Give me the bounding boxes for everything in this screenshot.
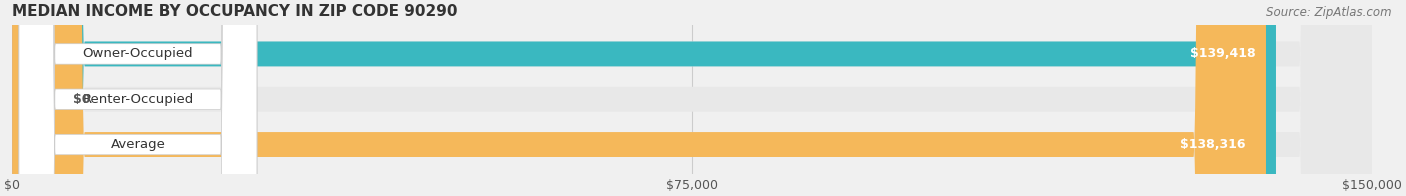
FancyBboxPatch shape bbox=[13, 0, 1277, 196]
FancyBboxPatch shape bbox=[13, 0, 1265, 196]
FancyBboxPatch shape bbox=[13, 0, 1372, 196]
FancyBboxPatch shape bbox=[13, 0, 60, 196]
Text: Renter-Occupied: Renter-Occupied bbox=[83, 93, 194, 106]
Text: $138,316: $138,316 bbox=[1180, 138, 1246, 151]
FancyBboxPatch shape bbox=[13, 0, 1372, 196]
FancyBboxPatch shape bbox=[18, 0, 257, 196]
Text: MEDIAN INCOME BY OCCUPANCY IN ZIP CODE 90290: MEDIAN INCOME BY OCCUPANCY IN ZIP CODE 9… bbox=[13, 4, 458, 19]
Text: Average: Average bbox=[111, 138, 166, 151]
FancyBboxPatch shape bbox=[13, 0, 1372, 196]
Text: $0: $0 bbox=[73, 93, 91, 106]
Text: Owner-Occupied: Owner-Occupied bbox=[83, 47, 193, 60]
Text: $139,418: $139,418 bbox=[1189, 47, 1256, 60]
Text: Source: ZipAtlas.com: Source: ZipAtlas.com bbox=[1267, 6, 1392, 19]
FancyBboxPatch shape bbox=[18, 0, 257, 196]
FancyBboxPatch shape bbox=[18, 0, 257, 196]
